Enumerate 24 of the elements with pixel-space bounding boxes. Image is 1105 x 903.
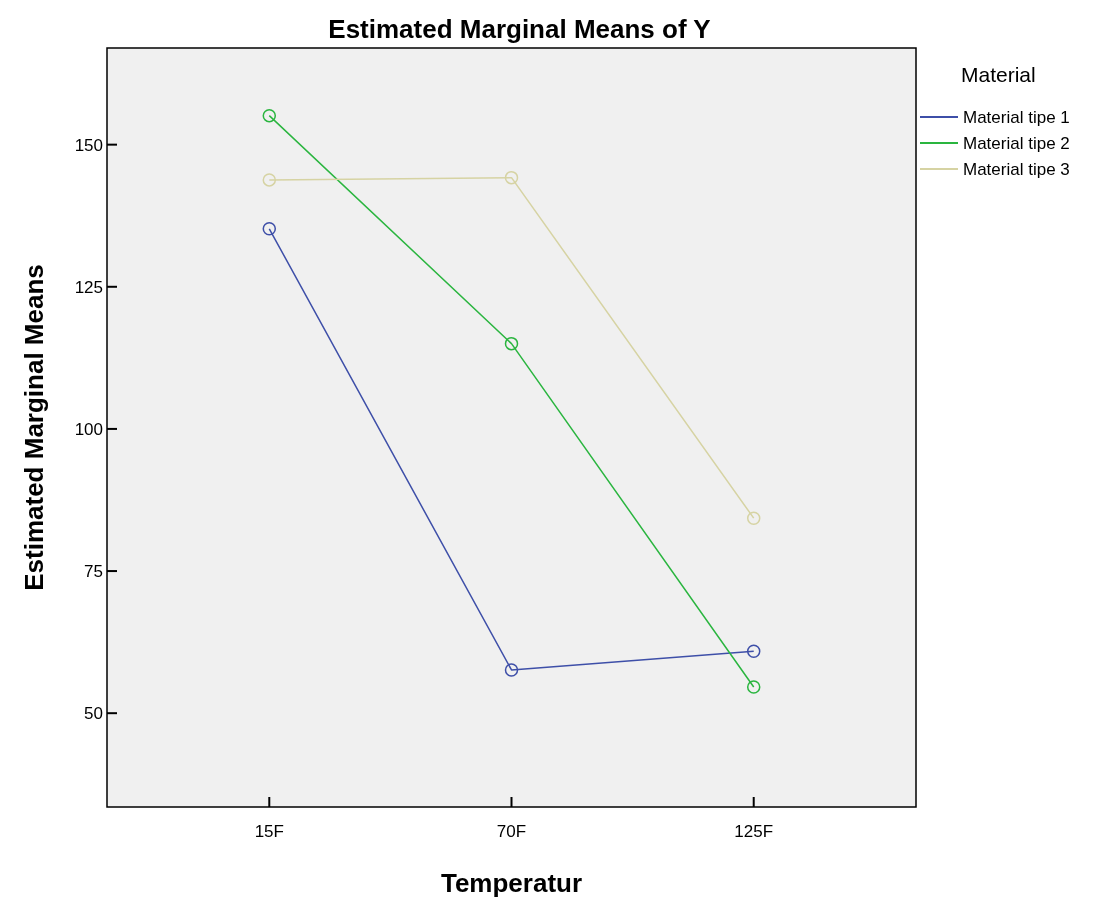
legend-label: Material tipe 1 [963, 107, 1070, 127]
point [746, 511, 761, 525]
point [746, 644, 761, 658]
legend-label: Material tipe 3 [963, 159, 1070, 179]
x-tick-label: 125F [734, 822, 774, 841]
y-tick-label: 150 [74, 135, 103, 155]
y-tick-label: 125 [74, 277, 103, 297]
x-tick-label: 15F [254, 822, 284, 841]
y-tick-label: 100 [74, 419, 103, 439]
y-axis-title: Estimated Marginal Means [19, 264, 49, 591]
legend-title: Material [961, 63, 1036, 86]
y-tick-label: 75 [84, 562, 103, 582]
point [746, 680, 761, 694]
point [262, 108, 277, 123]
point [504, 663, 519, 677]
y-tick-label: 50 [84, 704, 103, 724]
point [262, 222, 277, 236]
chart-title: Estimated Marginal Means of Y [328, 14, 711, 44]
point [262, 173, 277, 187]
x-axis-title: Temperatur [440, 868, 583, 898]
legend-label: Material tipe 2 [963, 133, 1070, 153]
point [504, 170, 519, 185]
point [504, 336, 519, 351]
x-tick-label: 70F [496, 822, 527, 841]
